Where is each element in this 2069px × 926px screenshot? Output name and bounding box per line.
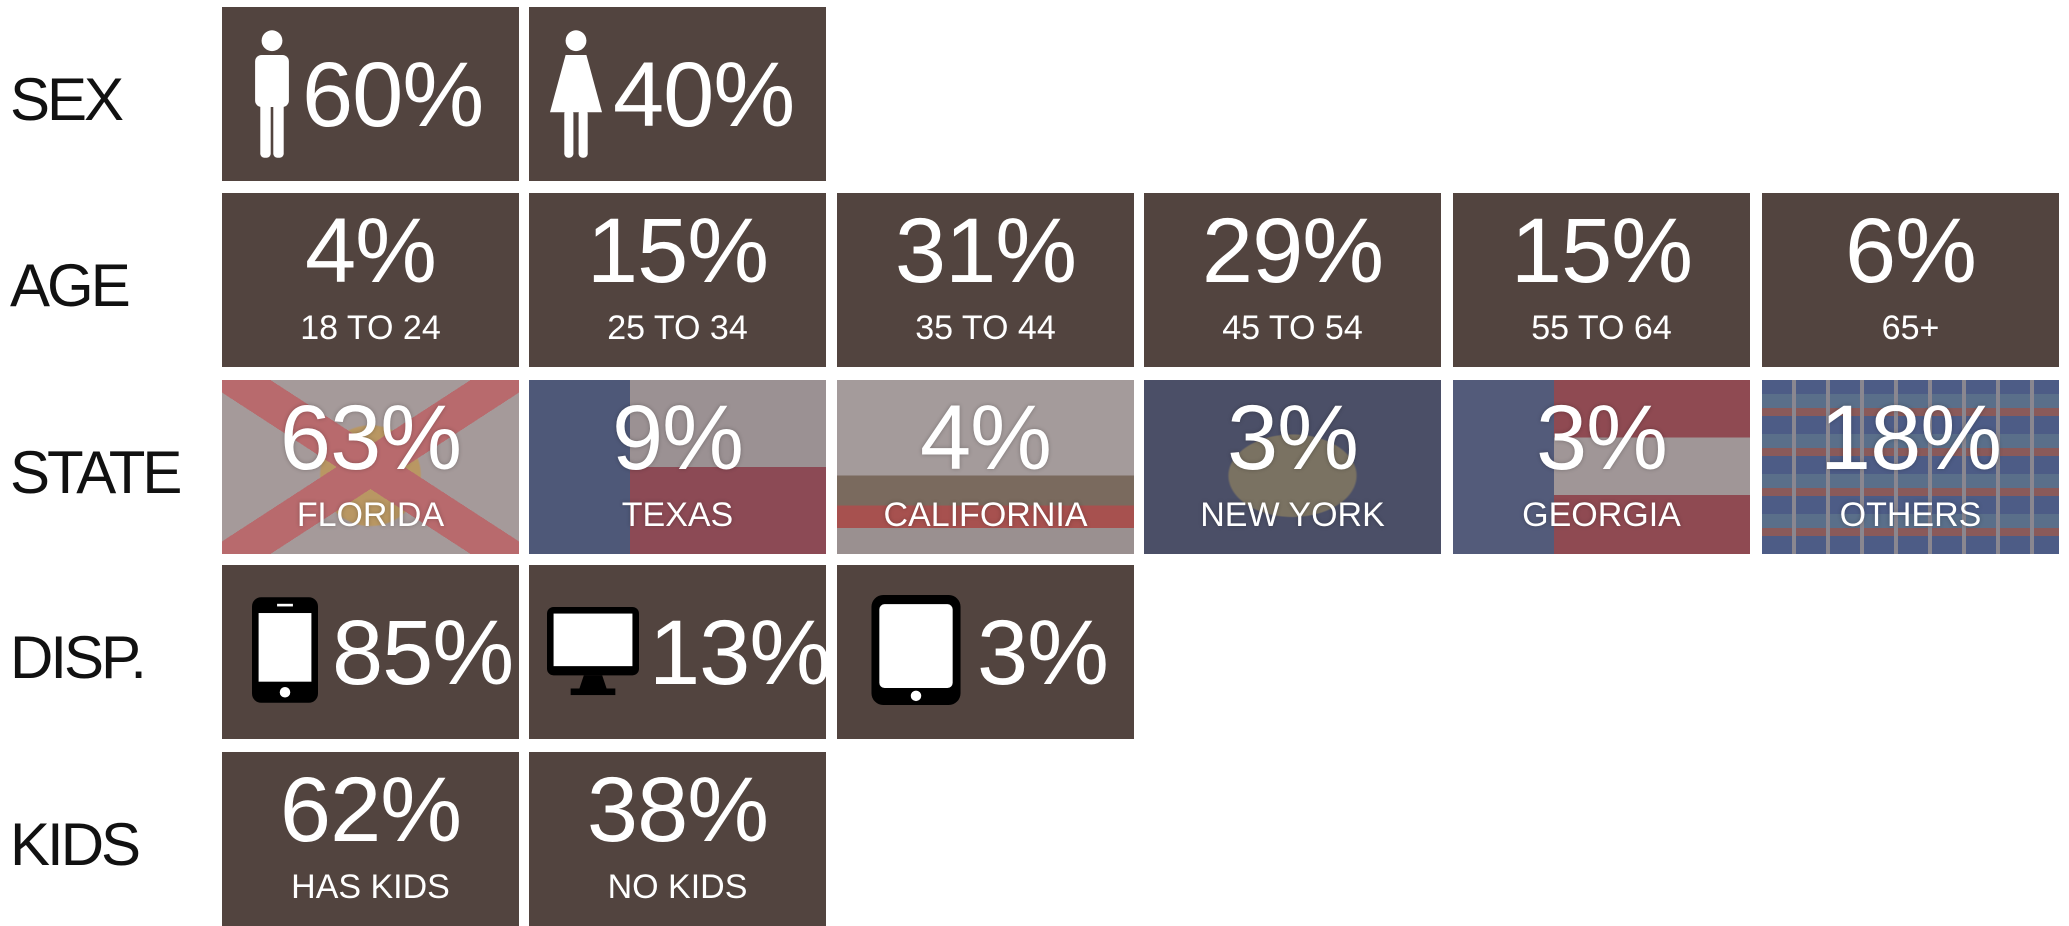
stat-value: 31% xyxy=(837,205,1134,297)
stat-value: 3% xyxy=(1453,392,1750,484)
stat-value: 9% xyxy=(529,392,826,484)
stat-caption: NEW YORK xyxy=(1144,498,1441,532)
row-label: STATE xyxy=(10,438,179,507)
stat-value: 13% xyxy=(649,607,826,699)
stat-value: 60% xyxy=(302,49,519,141)
row-label: KIDS xyxy=(10,810,138,879)
stat-tile: 9% TEXAS xyxy=(529,380,826,554)
stat-tile: 38% NO KIDS xyxy=(529,752,826,926)
stat-value: 29% xyxy=(1144,205,1441,297)
stat-caption: 65+ xyxy=(1762,311,2059,345)
stat-value: 4% xyxy=(837,392,1134,484)
row-label: SEX xyxy=(10,65,121,134)
stat-caption: FLORIDA xyxy=(222,498,519,532)
stat-tile: 15% 55 TO 64 xyxy=(1453,193,1750,367)
stat-caption: 45 TO 54 xyxy=(1144,311,1441,345)
stat-tile: 62% HAS KIDS xyxy=(222,752,519,926)
stat-caption: 18 TO 24 xyxy=(222,311,519,345)
stat-value: 63% xyxy=(222,392,519,484)
stat-tile: 3% NEW YORK xyxy=(1144,380,1441,554)
stat-value: 3% xyxy=(1144,392,1441,484)
icon xyxy=(246,29,298,164)
stat-tile: 13% xyxy=(529,565,826,739)
stat-caption: OTHERS xyxy=(1762,498,2059,532)
page: SEX 60% 40% AGE 4% 18 TO 24 15% 25 TO 34 31% 35 T… xyxy=(0,0,2069,922)
row-label: DISP. xyxy=(10,623,144,692)
stat-caption: HAS KIDS xyxy=(222,870,519,904)
stat-tile: 4% 18 TO 24 xyxy=(222,193,519,367)
stat-value: 6% xyxy=(1762,205,2059,297)
stat-tile: 3% GEORGIA xyxy=(1453,380,1750,554)
stat-tile: 6%65+ xyxy=(1762,193,2059,367)
stat-tile: 40% xyxy=(529,7,826,181)
stat-tile: 29% 45 TO 54 xyxy=(1144,193,1441,367)
stat-value: 85% xyxy=(332,607,519,699)
stat-tile: 31% 35 TO 44 xyxy=(837,193,1134,367)
stat-tile: 63% FLORIDA xyxy=(222,380,519,554)
stat-caption: 25 TO 34 xyxy=(529,311,826,345)
stat-tile: 60% xyxy=(222,7,519,181)
row-label: AGE xyxy=(10,251,128,320)
stat-tile: 85% xyxy=(222,565,519,739)
stat-tile: 18% OTHERS xyxy=(1762,380,2059,554)
stat-value: 3% xyxy=(977,607,1134,699)
icon xyxy=(547,29,605,164)
icon xyxy=(871,595,961,710)
stat-caption: NO KIDS xyxy=(529,870,826,904)
stat-value: 38% xyxy=(529,764,826,856)
stat-value: 15% xyxy=(1453,205,1750,297)
stat-caption: 35 TO 44 xyxy=(837,311,1134,345)
stat-value: 18% xyxy=(1762,392,2059,484)
stat-value: 40% xyxy=(613,49,826,141)
stat-value: 15% xyxy=(529,205,826,297)
stat-value: 4% xyxy=(222,205,519,297)
stat-caption: TEXAS xyxy=(529,498,826,532)
stat-caption: 55 TO 64 xyxy=(1453,311,1750,345)
stat-caption: GEORGIA xyxy=(1453,498,1750,532)
stat-tile: 3% xyxy=(837,565,1134,739)
stat-tile: 4% CALIFORNIA xyxy=(837,380,1134,554)
stat-value: 62% xyxy=(222,764,519,856)
stat-tile: 15% 25 TO 34 xyxy=(529,193,826,367)
icon xyxy=(252,597,318,708)
icon xyxy=(547,607,639,704)
stat-caption: CALIFORNIA xyxy=(837,498,1134,532)
